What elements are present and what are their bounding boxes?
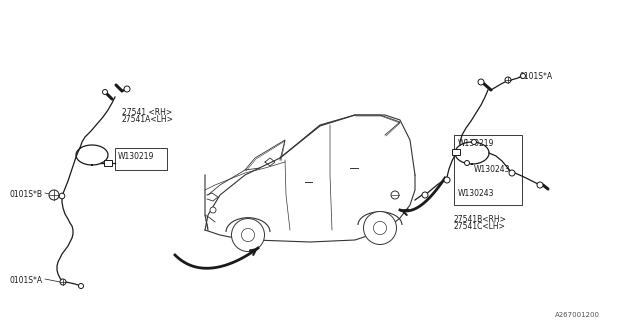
Bar xyxy=(452,149,460,155)
Text: 27541A<LH>: 27541A<LH> xyxy=(122,115,174,124)
Circle shape xyxy=(537,182,543,188)
Text: 0101S*A: 0101S*A xyxy=(520,72,553,81)
Circle shape xyxy=(79,284,83,289)
Circle shape xyxy=(478,79,484,85)
Circle shape xyxy=(465,161,470,165)
Text: 0101S*B: 0101S*B xyxy=(10,190,43,199)
Circle shape xyxy=(124,86,130,92)
Text: 0101S*A: 0101S*A xyxy=(10,276,43,285)
Circle shape xyxy=(364,212,397,244)
Circle shape xyxy=(422,192,428,198)
Circle shape xyxy=(102,90,108,94)
Text: 27541B<RH>: 27541B<RH> xyxy=(454,215,507,224)
Text: 27541 <RH>: 27541 <RH> xyxy=(122,108,172,117)
Circle shape xyxy=(210,207,216,213)
Circle shape xyxy=(472,140,477,145)
Circle shape xyxy=(373,221,387,235)
Circle shape xyxy=(60,279,66,285)
Circle shape xyxy=(241,228,255,242)
Text: W130219: W130219 xyxy=(118,152,154,161)
Bar xyxy=(454,135,522,205)
Circle shape xyxy=(509,170,515,176)
Text: W130243: W130243 xyxy=(474,165,511,174)
Circle shape xyxy=(60,193,65,199)
Bar xyxy=(115,148,167,170)
Circle shape xyxy=(232,219,264,252)
Text: A267001200: A267001200 xyxy=(555,312,600,318)
Bar xyxy=(104,160,112,166)
Circle shape xyxy=(49,190,59,200)
Circle shape xyxy=(391,191,399,199)
Circle shape xyxy=(520,74,525,78)
Text: 27541C<LH>: 27541C<LH> xyxy=(454,222,506,231)
Text: W130219: W130219 xyxy=(458,139,494,148)
Circle shape xyxy=(505,77,511,83)
Circle shape xyxy=(444,177,450,183)
Text: W130243: W130243 xyxy=(458,189,495,198)
